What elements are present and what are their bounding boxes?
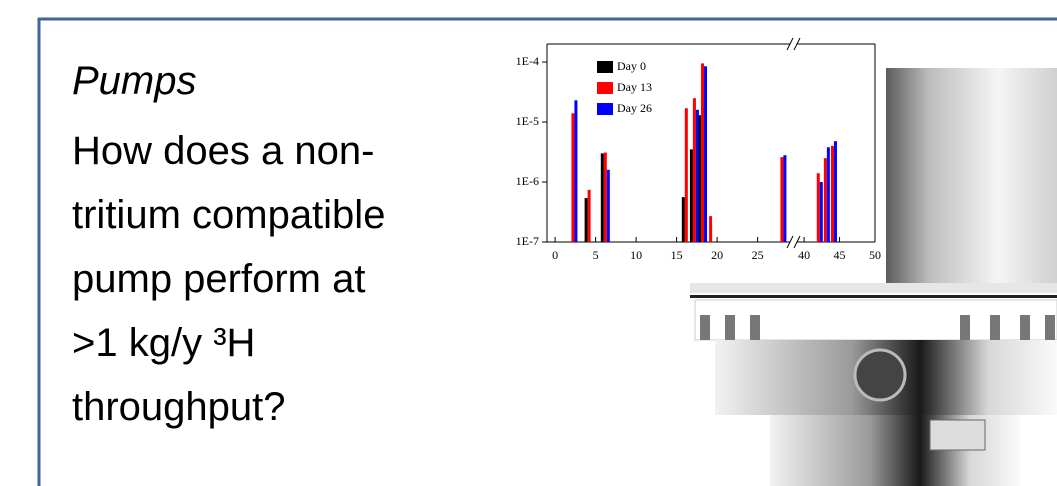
legend-swatch xyxy=(597,61,613,73)
bar xyxy=(831,146,834,242)
body-line: pump perform at xyxy=(72,257,365,301)
bar xyxy=(607,170,610,242)
bar xyxy=(704,66,707,242)
bar xyxy=(709,216,712,242)
x-tick-label: 45 xyxy=(834,248,846,262)
bar xyxy=(601,153,604,242)
bar xyxy=(693,98,696,242)
slide-title: Pumps xyxy=(72,59,197,103)
bar xyxy=(696,110,699,242)
legend-label: Day 26 xyxy=(617,101,652,115)
bar xyxy=(834,141,837,242)
bar xyxy=(824,158,827,242)
legend-label: Day 0 xyxy=(617,59,646,73)
bar xyxy=(783,155,786,242)
bar xyxy=(820,182,823,242)
bar xyxy=(574,100,577,242)
y-tick-label: 1E-7 xyxy=(516,234,539,248)
x-tick-label: 50 xyxy=(869,248,881,262)
x-tick-label: 10 xyxy=(630,248,642,262)
body-line: throughput? xyxy=(72,385,286,429)
body-line: tritium compatible xyxy=(72,193,385,237)
legend-label: Day 13 xyxy=(617,80,652,94)
bar xyxy=(682,197,685,242)
body-line: >1 kg/y ³H xyxy=(72,321,255,365)
y-tick-label: 1E-5 xyxy=(516,114,539,128)
bar xyxy=(780,157,783,242)
bar xyxy=(701,63,704,242)
bar xyxy=(685,108,688,242)
x-tick-label: 15 xyxy=(671,248,683,262)
y-tick-label: 1E-4 xyxy=(516,54,539,68)
bar xyxy=(585,198,588,242)
legend-swatch xyxy=(597,82,613,94)
x-tick-label: 40 xyxy=(798,248,810,262)
bar xyxy=(604,153,607,242)
slide: Pumps How does a non-tritium compatible p… xyxy=(0,0,1057,486)
x-tick-label: 25 xyxy=(752,248,764,262)
bar xyxy=(827,147,830,242)
bar xyxy=(690,149,693,242)
y-tick-label: 1E-6 xyxy=(516,174,539,188)
bar xyxy=(817,173,820,242)
x-tick-label: 5 xyxy=(593,248,599,262)
bar xyxy=(588,190,591,242)
bar xyxy=(571,113,574,242)
legend-swatch xyxy=(597,103,613,115)
x-tick-label: 20 xyxy=(711,248,723,262)
body-line: How does a non- xyxy=(72,129,374,173)
x-tick-label: 0 xyxy=(552,248,558,262)
